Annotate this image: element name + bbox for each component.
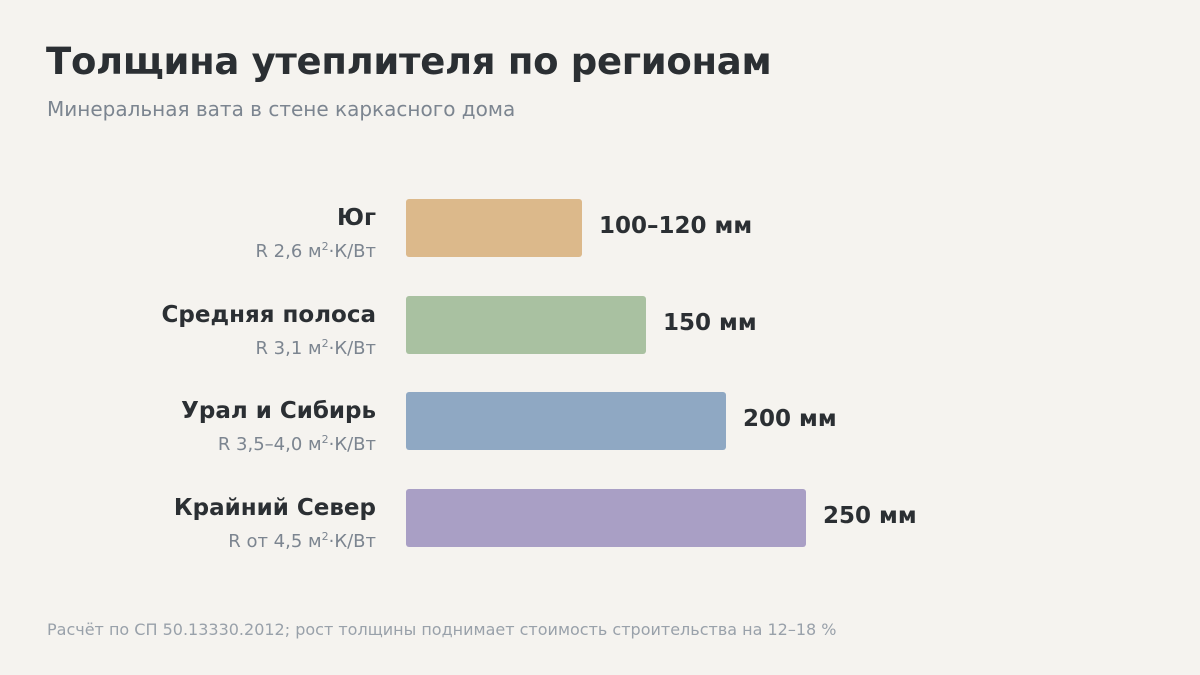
bar-row: Крайний Север R от 4,5 м2·К/Вт 250 мм — [0, 489, 1200, 552]
chart-subtitle: Минеральная вата в стене каркасного дома — [47, 97, 516, 121]
bar-value-label: 250 мм — [823, 503, 917, 529]
bar-value-label: 150 мм — [663, 310, 757, 336]
category-label: Средняя полоса — [161, 302, 376, 328]
unit-exponent: 2 — [321, 530, 329, 543]
resistance-unit: ·К/Вт — [328, 241, 376, 262]
category-label: Юг — [336, 205, 376, 231]
resistance-value: R 3,1 м — [255, 338, 322, 359]
bar — [406, 199, 582, 257]
resistance-value: R от 4,5 м — [228, 531, 322, 552]
unit-exponent: 2 — [321, 337, 329, 350]
category-label: Урал и Сибирь — [181, 398, 376, 424]
resistance-value: R 3,5–4,0 м — [217, 434, 322, 455]
resistance-label: R от 4,5 м2·К/Вт — [228, 531, 376, 552]
bar — [406, 489, 806, 547]
bar-row: Урал и Сибирь R 3,5–4,0 м2·К/Вт 200 мм — [0, 392, 1200, 455]
resistance-value: R 2,6 м — [255, 241, 322, 262]
resistance-unit: ·К/Вт — [328, 434, 376, 455]
bar — [406, 392, 726, 450]
bar — [406, 296, 646, 354]
resistance-label: R 3,5–4,0 м2·К/Вт — [218, 434, 376, 455]
resistance-label: R 2,6 м2·К/Вт — [255, 241, 376, 262]
bar-row: Юг R 2,6 м2·К/Вт 100–120 мм — [0, 199, 1200, 262]
bar-value-label: 200 мм — [743, 406, 837, 432]
bar-row: Средняя полоса R 3,1 м2·К/Вт 150 мм — [0, 296, 1200, 359]
resistance-label: R 3,1 м2·К/Вт — [255, 338, 376, 359]
unit-exponent: 2 — [321, 240, 329, 253]
resistance-unit: ·К/Вт — [328, 531, 376, 552]
unit-exponent: 2 — [321, 433, 329, 446]
category-label: Крайний Север — [173, 495, 376, 521]
resistance-unit: ·К/Вт — [328, 338, 376, 359]
bar-value-label: 100–120 мм — [599, 213, 753, 239]
chart-title: Толщина утеплителя по регионам — [46, 40, 772, 83]
footnote: Расчёт по СП 50.13330.2012; рост толщины… — [47, 620, 837, 639]
